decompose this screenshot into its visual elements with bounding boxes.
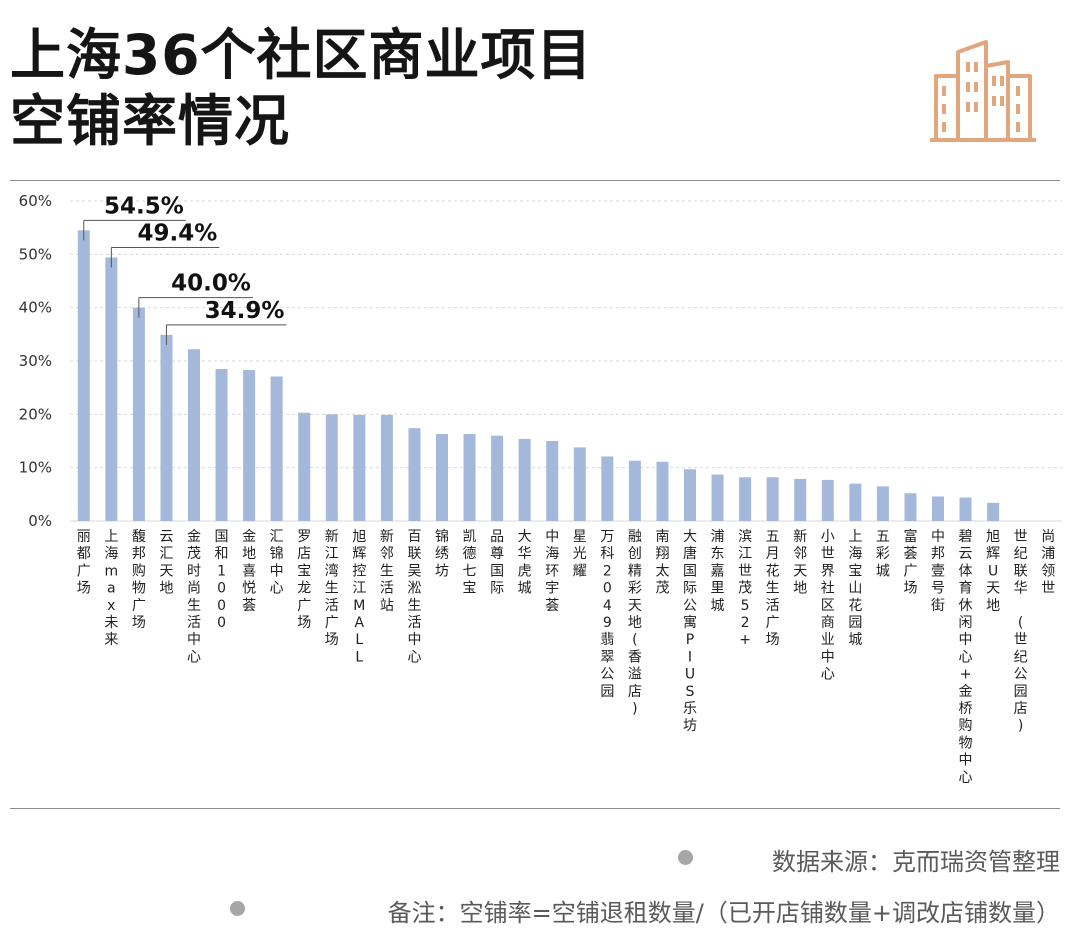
bar: [77, 230, 90, 522]
bar: [849, 483, 862, 521]
x-tick-label: 大华虎城: [518, 529, 532, 597]
x-tick-label: 尚浦领世: [1041, 529, 1055, 597]
remark-bullet: [230, 901, 245, 916]
x-tick-label: 南翔太茂: [655, 529, 669, 597]
x-tick-label: 罗店宝龙广场: [297, 529, 311, 631]
x-tick-label: 碧云体育休闲中心+金桥购物中心: [959, 529, 973, 786]
bar: [353, 414, 366, 521]
bar: [215, 369, 228, 521]
title-line-2: 空铺率情况: [10, 89, 291, 153]
bar: [463, 434, 476, 521]
x-tick-label: 凯德七宝: [463, 529, 477, 597]
y-tick-label: 0%: [28, 512, 52, 530]
x-tick-label: 馥邦购物广场: [132, 528, 146, 631]
x-tick-label: 中邦壹号街: [931, 529, 945, 614]
bar: [573, 447, 586, 521]
x-tick-label: 旭辉控江 M A L L: [352, 529, 366, 665]
bar: [243, 370, 256, 521]
y-tick-label: 30%: [19, 352, 52, 370]
x-tick-label: 上海 m a x 未来: [104, 529, 118, 648]
x-tick-label: 国和 1 0 0 0: [215, 529, 229, 631]
x-tick-label: 富荟广场: [903, 528, 917, 597]
bar: [711, 474, 724, 521]
bar: [105, 257, 118, 521]
bottom-divider: [10, 808, 1060, 809]
x-tick-label: 万科 2 0 4 9 翡翠公园: [600, 529, 614, 700]
title-line-1: 上海36个社区商业项目: [10, 23, 593, 87]
x-tick-label: 五彩城: [876, 529, 890, 579]
x-tick-label: 小世界社区商业中心: [821, 529, 835, 683]
bar: [298, 412, 311, 521]
bar: [436, 434, 448, 521]
bar: [876, 486, 889, 521]
bar: [160, 334, 173, 521]
bar: [739, 477, 752, 521]
remark-note: 备注：空铺率=空铺退租数量/（已开店铺数量+调改店铺数量）: [387, 899, 1060, 927]
bar: [684, 469, 696, 521]
bar: [959, 497, 972, 521]
data-label: 34.9%: [205, 298, 285, 324]
x-tick-label: 金地喜悦荟: [242, 529, 256, 614]
data-label: 54.5%: [104, 193, 184, 219]
chart-title: 上海36个社区商业项目 空铺率情况: [10, 22, 593, 154]
bar: [656, 461, 669, 521]
x-tick-label: 新江湾生活广场: [325, 529, 339, 648]
bar: [932, 496, 944, 521]
bar: [325, 414, 338, 521]
x-tick-label: 旭辉 U 天地: [986, 529, 1000, 614]
source-note: 数据来源：克而瑞资管整理: [772, 848, 1060, 876]
bar: [188, 349, 200, 521]
x-tick-label: 滨江世茂 5 2 +: [738, 529, 752, 648]
bar: [821, 479, 834, 521]
x-tick-label: 上海宝山花园城: [848, 529, 862, 648]
x-tick-label: 丽都广场: [77, 529, 91, 597]
x-tick-label: 品尊国际: [490, 529, 504, 597]
bar: [628, 460, 641, 521]
x-tick-label: 世纪联华 (世纪公园店): [1014, 529, 1028, 734]
x-tick-label: 金茂时尚生活中心: [187, 529, 201, 665]
x-tick-label: 大唐国际公寓 P I U S 乐坊: [683, 529, 697, 734]
bar: [518, 438, 531, 521]
buildings-icon: [930, 40, 1036, 142]
bar: [904, 493, 917, 521]
bar: [601, 456, 614, 521]
x-tick-label: 百联吴淞生活中心: [407, 529, 421, 665]
y-tick-label: 50%: [19, 245, 52, 263]
x-tick-label: 新邻生活站: [380, 529, 394, 614]
x-tick-label: 新邻天地: [793, 529, 807, 597]
x-tick-label: 融创精彩天地(香溢店): [628, 529, 642, 717]
y-tick-label: 60%: [19, 192, 52, 210]
bar: [766, 477, 779, 521]
bar: [132, 307, 145, 521]
x-tick-label: 星光耀: [573, 529, 587, 579]
x-tick-label: 浦东嘉里城: [711, 529, 725, 614]
bar: [270, 376, 283, 521]
y-tick-label: 20%: [19, 405, 52, 423]
bar: [546, 441, 559, 521]
bar: [794, 478, 807, 521]
bar: [987, 502, 1000, 521]
x-tick-label: 汇锦中心: [270, 529, 284, 597]
data-label: 40.0%: [171, 271, 251, 297]
y-tick-label: 10%: [19, 459, 52, 477]
y-tick-label: 40%: [19, 299, 52, 317]
x-tick-label: 锦绣坊: [435, 528, 449, 579]
source-bullet: [678, 850, 693, 865]
top-divider: [10, 180, 1060, 181]
x-tick-label: 云汇天地: [159, 529, 173, 597]
bar: [491, 435, 504, 521]
data-label: 49.4%: [138, 221, 218, 247]
x-tick-label: 中海环宇荟: [545, 529, 559, 614]
bar: [380, 414, 393, 521]
x-tick-label: 五月花生活广场: [766, 529, 780, 648]
bar: [408, 428, 421, 521]
